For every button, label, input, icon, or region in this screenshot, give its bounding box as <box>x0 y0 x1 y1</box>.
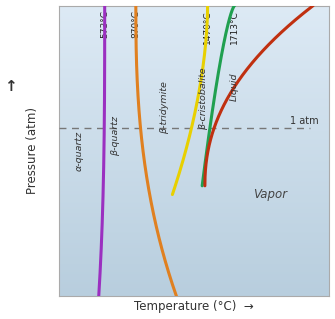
X-axis label: Temperature (°C)  →: Temperature (°C) → <box>134 300 254 314</box>
Text: α-quartz: α-quartz <box>74 131 83 171</box>
Text: 1470°C: 1470°C <box>203 10 212 43</box>
Text: Liquid: Liquid <box>230 73 239 101</box>
Text: β-cristobalite: β-cristobalite <box>199 67 208 130</box>
Text: 1713°C: 1713°C <box>230 10 239 44</box>
Text: 573°C: 573°C <box>100 10 109 38</box>
Text: 1 atm: 1 atm <box>290 116 319 126</box>
Text: 870°C: 870°C <box>131 10 140 38</box>
Text: ↑: ↑ <box>4 79 16 94</box>
Text: Vapor: Vapor <box>253 188 287 201</box>
Text: β-tridymite: β-tridymite <box>160 81 169 134</box>
Y-axis label: Pressure (atm): Pressure (atm) <box>26 108 39 194</box>
Text: β-quartz: β-quartz <box>111 116 120 156</box>
